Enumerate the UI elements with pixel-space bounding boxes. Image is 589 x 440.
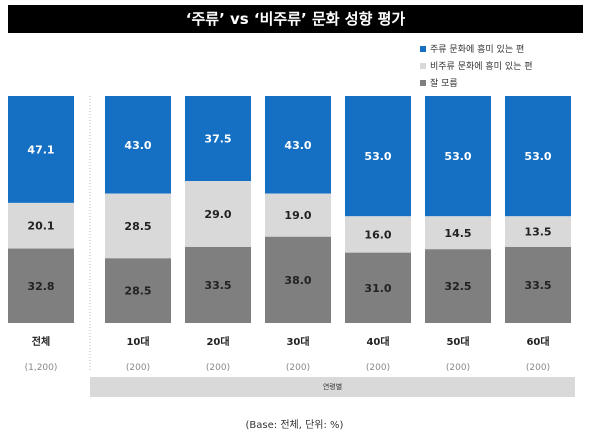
data-label-1-1: 28.5: [124, 220, 151, 233]
legend: 주류 문화에 흥미 있는 편 비주류 문화에 흥미 있는 편 잘 모름: [420, 40, 533, 91]
data-label-2-4: 31.0: [364, 282, 391, 295]
category-label-1: 10대: [126, 335, 149, 348]
bar-segment-1-6: [505, 216, 571, 247]
data-label-2-2: 33.5: [204, 279, 231, 292]
category-label-5: 50대: [446, 335, 469, 348]
bar-segment-1-3: [265, 193, 331, 237]
bar-segment-1-1: [105, 193, 171, 259]
bar-segment-2-1: [105, 258, 171, 323]
bar-segment-1-2: [185, 181, 251, 247]
data-label-0-3: 43.0: [284, 139, 311, 152]
bar-segment-2-2: [185, 246, 251, 323]
sample-size-label-5: (200): [446, 363, 470, 373]
legend-label-non-mainstream: 비주류 문화에 흥미 있는 편: [430, 62, 533, 72]
bar-segment-0-2: [185, 96, 251, 182]
sample-size-label-1: (200): [126, 363, 150, 373]
data-label-1-3: 19.0: [284, 209, 311, 222]
data-label-2-6: 33.5: [524, 279, 551, 292]
sample-size-label-0: (1,200): [25, 363, 58, 373]
bar-segment-2-4: [345, 252, 411, 323]
sample-size-label-4: (200): [366, 363, 390, 373]
data-label-2-5: 32.5: [444, 280, 471, 293]
legend-item-unknown: 잘 모름: [420, 74, 533, 91]
category-label-6: 60대: [526, 335, 549, 348]
category-label-4: 40대: [366, 335, 389, 348]
chart-title: ‘주류’ vs ‘비주류’ 문화 성향 평가: [8, 5, 583, 33]
age-group-band: 연령별: [90, 377, 575, 397]
legend-item-mainstream: 주류 문화에 흥미 있는 편: [420, 40, 533, 57]
data-label-1-2: 29.0: [204, 208, 231, 221]
bar-segment-1-0: [8, 202, 74, 249]
data-label-0-1: 43.0: [124, 139, 151, 152]
bar-segment-0-6: [505, 96, 571, 217]
bar-segment-2-6: [505, 246, 571, 323]
legend-label-mainstream: 주류 문화에 흥미 있는 편: [430, 45, 525, 55]
data-label-0-6: 53.0: [524, 150, 551, 163]
data-label-1-4: 16.0: [364, 228, 391, 241]
data-label-0-2: 37.5: [204, 133, 231, 146]
data-label-0-4: 53.0: [364, 150, 391, 163]
data-label-0-5: 53.0: [444, 150, 471, 163]
legend-swatch-non-mainstream: [420, 62, 426, 69]
legend-item-non-mainstream: 비주류 문화에 흥미 있는 편: [420, 57, 533, 74]
category-label-0: 전체: [32, 335, 50, 348]
data-label-2-0: 32.8: [27, 280, 54, 293]
bar-segment-1-5: [425, 216, 491, 250]
legend-swatch-mainstream: [420, 45, 426, 52]
bar-segment-1-4: [345, 216, 411, 253]
bar-segment-2-5: [425, 249, 491, 323]
bar-segment-0-1: [105, 96, 171, 194]
sample-size-label-6: (200): [526, 363, 550, 373]
category-label-3: 30대: [286, 335, 309, 348]
sample-size-label-3: (200): [286, 363, 310, 373]
bar-segment-2-3: [265, 236, 331, 323]
bar-segment-0-5: [425, 96, 491, 217]
data-label-2-1: 28.5: [124, 285, 151, 298]
data-label-1-6: 13.5: [524, 226, 551, 239]
base-note: (Base: 전체, 단위: %): [245, 420, 344, 431]
bar-segment-0-3: [265, 96, 331, 194]
sample-size-label-2: (200): [206, 363, 230, 373]
bar-segment-0-4: [345, 96, 411, 217]
bar-segment-2-0: [8, 248, 74, 323]
data-label-1-5: 14.5: [444, 227, 471, 240]
data-label-0-0: 47.1: [27, 143, 54, 156]
data-label-1-0: 20.1: [27, 220, 54, 233]
bar-segment-0-0: [8, 96, 74, 203]
legend-swatch-unknown: [420, 79, 426, 86]
category-label-2: 20대: [206, 335, 229, 348]
data-label-2-3: 38.0: [284, 274, 311, 287]
legend-label-unknown: 잘 모름: [430, 79, 458, 89]
